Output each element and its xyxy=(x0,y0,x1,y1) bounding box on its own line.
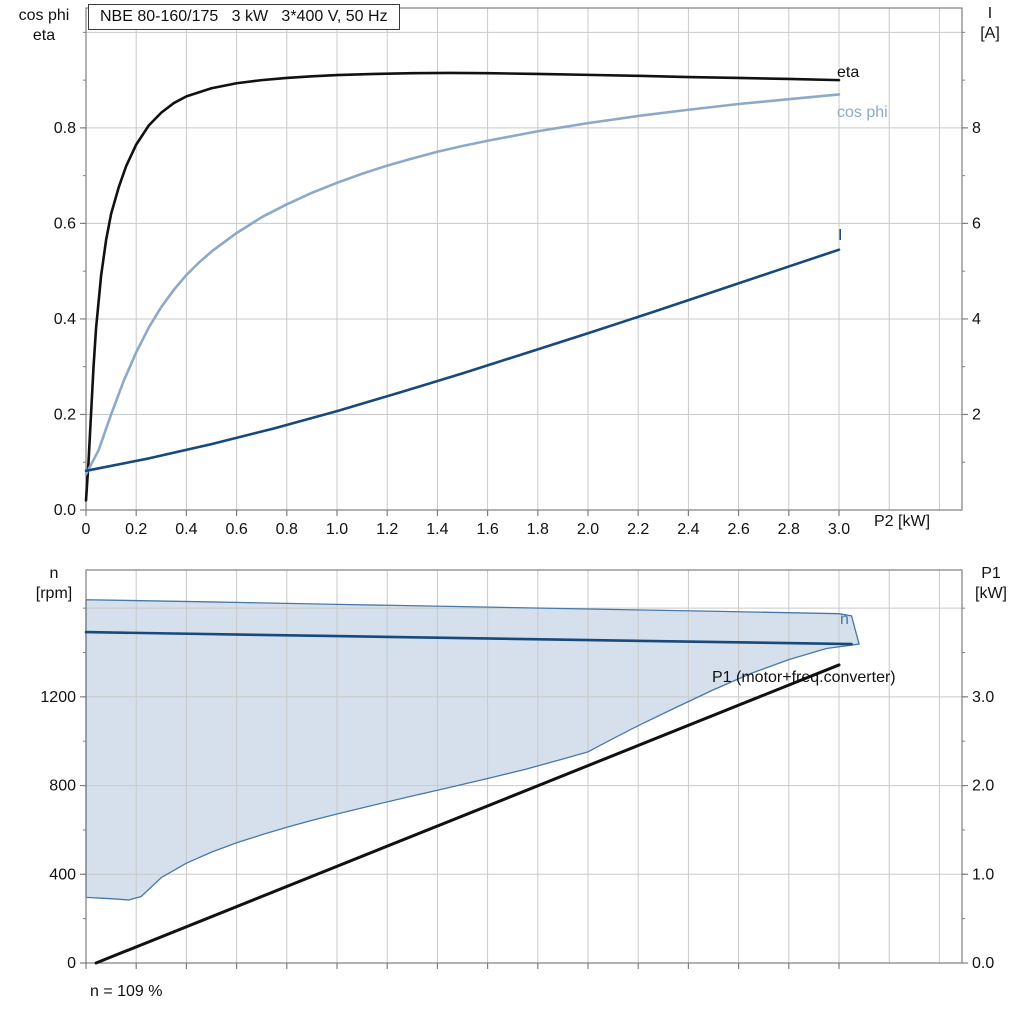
svg-text:2.0: 2.0 xyxy=(577,521,599,538)
current-curve-label: I xyxy=(838,227,843,244)
bottom-right-axis-label: P1 [kW] xyxy=(975,565,1007,602)
svg-text:0.0: 0.0 xyxy=(54,502,76,519)
svg-text:4: 4 xyxy=(972,311,981,328)
svg-text:2.4: 2.4 xyxy=(677,521,699,538)
svg-text:0.2: 0.2 xyxy=(54,406,76,423)
svg-text:1.0: 1.0 xyxy=(326,521,348,538)
speed-curve-label: n xyxy=(840,611,849,628)
svg-text:1.8: 1.8 xyxy=(527,521,549,538)
svg-text:1.4: 1.4 xyxy=(426,521,448,538)
svg-text:0.6: 0.6 xyxy=(54,215,76,232)
svg-text:2.0: 2.0 xyxy=(972,778,994,795)
svg-text:2.6: 2.6 xyxy=(727,521,749,538)
svg-text:2.8: 2.8 xyxy=(778,521,800,538)
cos-phi-curve-label: cos phi xyxy=(837,104,888,121)
svg-text:800: 800 xyxy=(49,778,76,795)
p1-curve-label: P1 (motor+freq.converter) xyxy=(712,669,896,686)
svg-text:0.2: 0.2 xyxy=(125,521,147,538)
svg-text:0.8: 0.8 xyxy=(54,120,76,137)
svg-text:1.2: 1.2 xyxy=(376,521,398,538)
svg-text:8: 8 xyxy=(972,120,981,137)
svg-text:400: 400 xyxy=(49,866,76,883)
svg-text:3.0: 3.0 xyxy=(828,521,850,538)
svg-text:0.4: 0.4 xyxy=(54,311,76,328)
svg-text:6: 6 xyxy=(972,215,981,232)
bottom-left-axis-label: n [rpm] xyxy=(35,565,73,602)
svg-text:2.2: 2.2 xyxy=(627,521,649,538)
chart-title: NBE 80-160/175 3 kW 3*400 V, 50 Hz xyxy=(88,4,400,30)
svg-text:3.0: 3.0 xyxy=(972,689,994,706)
eta-curve-label: eta xyxy=(837,64,860,81)
svg-text:0.0: 0.0 xyxy=(972,955,994,972)
svg-text:1200: 1200 xyxy=(40,689,76,706)
top-left-axis-label: cos phi eta xyxy=(18,7,70,44)
top-right-axis-label: I [A] xyxy=(980,5,1000,42)
svg-text:0: 0 xyxy=(82,521,91,538)
svg-text:1.0: 1.0 xyxy=(972,866,994,883)
svg-text:0.6: 0.6 xyxy=(225,521,247,538)
svg-text:2: 2 xyxy=(972,406,981,423)
svg-text:0: 0 xyxy=(67,955,76,972)
speed-percentage-note: n = 109 % xyxy=(90,983,163,1000)
x-axis-label: P2 [kW] xyxy=(874,513,931,530)
svg-text:0.4: 0.4 xyxy=(175,521,197,538)
svg-text:0.8: 0.8 xyxy=(276,521,298,538)
svg-text:1.6: 1.6 xyxy=(476,521,498,538)
